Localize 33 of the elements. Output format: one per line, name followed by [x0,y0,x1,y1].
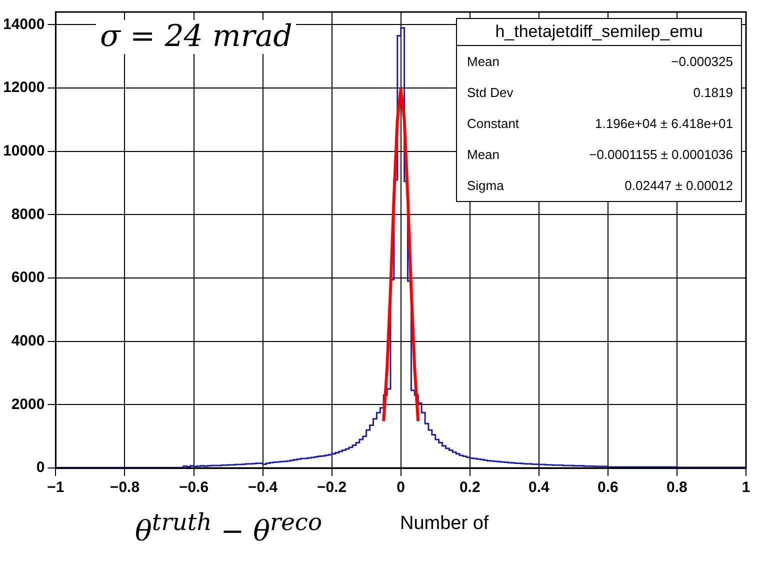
x-tick-label: −0.8 [110,479,140,496]
y-tick-label: 0 [36,459,45,476]
x-tick-label: 0 [396,479,406,496]
annotation: h_thetajetdiff_semilep_emu [457,19,741,46]
x-axis-title: θ$^{truth}$ − θ$^{reco}$ [135,508,322,548]
annotation: Mean [467,54,500,69]
y-tick-label: 10000 [2,142,45,160]
x-tick-label: −0.6 [178,479,209,496]
y-tick-label: 14000 [2,16,45,33]
y-tick-label: 2000 [11,396,45,413]
annotation: Constant [467,116,520,131]
x-tick-label: 1 [742,479,750,496]
annotation: 0.1819 [693,85,733,100]
y-tick-label: 12000 [2,79,45,96]
x-tick-label: −0.4 [248,479,278,496]
annotation: Sigma [467,178,504,193]
y-tick-label: 4000 [11,332,45,350]
annotation: 1.196e+04 ± 6.418e+01 [595,116,733,131]
x-tick-label: 0.2 [459,479,480,496]
x-tick-label: 0.6 [598,479,618,496]
y-tick-label: 8000 [11,206,45,223]
y-tick-label: 6000 [11,269,45,286]
x-tick-label: 0.4 [528,479,550,496]
annotation: σ = 24 mrad [96,19,296,54]
annotation: −0.0001155 ± 0.0001036 [589,147,733,162]
annotation: 0.02447 ± 0.00012 [624,178,733,193]
annotation: Mean [467,147,500,162]
x-tick-label: −1 [47,479,64,496]
annotation: Std Dev [467,85,514,100]
x-tick-label: −0.2 [317,479,347,496]
text: Number of [400,513,489,535]
x-tick-label: 0.8 [666,479,688,496]
annotation: −0.000325 [671,54,733,69]
